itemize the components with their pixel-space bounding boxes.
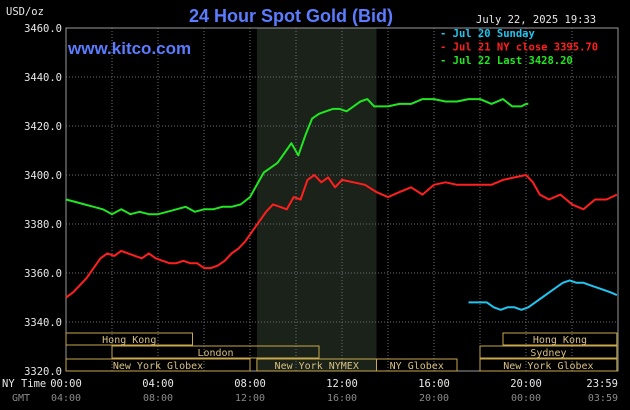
gmt-label: GMT	[12, 393, 30, 404]
x-tick-label-ny: 23:59	[586, 378, 618, 390]
legend-entry-1: - Jul 21 NY close 3395.70	[440, 42, 598, 54]
session-box	[65, 358, 251, 372]
y-tick-label: 3420.0	[24, 121, 62, 133]
session-label: New York Globex	[113, 361, 203, 372]
y-axis-label: USD/oz	[6, 6, 44, 18]
x-tick-label-gmt: 03:59	[588, 393, 618, 404]
x-tick-label-gmt: 04:00	[51, 393, 81, 404]
y-tick-label: 3400.0	[24, 170, 62, 182]
y-tick-label: 3440.0	[24, 72, 62, 84]
session-box	[479, 345, 618, 359]
session-label: New York NYMEX	[275, 361, 359, 372]
session-label: NY Globex	[390, 361, 444, 372]
y-axis: 3460.0 3440.0 3420.0 3400.0 3380.0 3360.0 3340…	[24, 23, 62, 378]
price-series	[65, 98, 618, 311]
session-label: Sydney	[530, 348, 566, 359]
x-tick-label-ny: 00:00	[50, 378, 82, 390]
session-box	[502, 332, 618, 346]
session-box	[376, 358, 458, 372]
date-label: July 22, 2025 19:33	[476, 14, 596, 26]
x-tick-label-gmt: 00:00	[511, 393, 541, 404]
x-tick-label-gmt: 12:00	[235, 393, 265, 404]
session-label: London	[197, 348, 233, 359]
x-tick-label-gmt: 20:00	[419, 393, 449, 404]
series-line-1	[65, 174, 618, 299]
y-tick-label: 3320.0	[24, 366, 62, 378]
session-box	[479, 358, 618, 372]
session-label: Hong Kong	[102, 335, 156, 346]
session-label: New York Globex	[503, 361, 593, 372]
y-tick-label: 3380.0	[24, 219, 62, 231]
x-axis: 00:00 04:00 08:00 12:00 16:00 20:00 23:59 04:00…	[50, 378, 618, 404]
chart-title: 24 Hour Spot Gold (Bid)	[189, 6, 393, 26]
x-tick-label-ny: 20:00	[510, 378, 542, 390]
y-tick-label: 3340.0	[24, 317, 62, 329]
x-tick-label-ny: 16:00	[418, 378, 450, 390]
trading-sessions: Hong Kong Hong Kong London Sydney New York G…	[65, 332, 618, 372]
site-link[interactable]: www.kitco.com	[67, 39, 191, 58]
legend: - Jul 20 Sunday - Jul 21 NY close 3395.70…	[440, 28, 598, 67]
x-tick-label-ny: 04:00	[142, 378, 174, 390]
session-box	[65, 332, 193, 346]
x-tick-label-gmt: 16:00	[327, 393, 357, 404]
legend-entry-0: - Jul 20 Sunday	[440, 28, 536, 40]
y-tick-label: 3360.0	[24, 268, 62, 280]
legend-entry-2: - Jul 22 Last 3428.20	[440, 55, 573, 67]
ny-time-label: NY Time	[2, 378, 46, 390]
series-line-2	[65, 98, 529, 216]
session-label: Hong Kong	[533, 335, 587, 346]
x-tick-label-ny: 08:00	[234, 378, 266, 390]
session-box	[111, 345, 320, 359]
series-line-0	[468, 279, 618, 311]
x-tick-label-ny: 12:00	[326, 378, 358, 390]
nymex-session-highlight	[256, 28, 377, 371]
x-tick-label-gmt: 08:00	[143, 393, 173, 404]
y-tick-label: 3460.0	[24, 23, 62, 35]
